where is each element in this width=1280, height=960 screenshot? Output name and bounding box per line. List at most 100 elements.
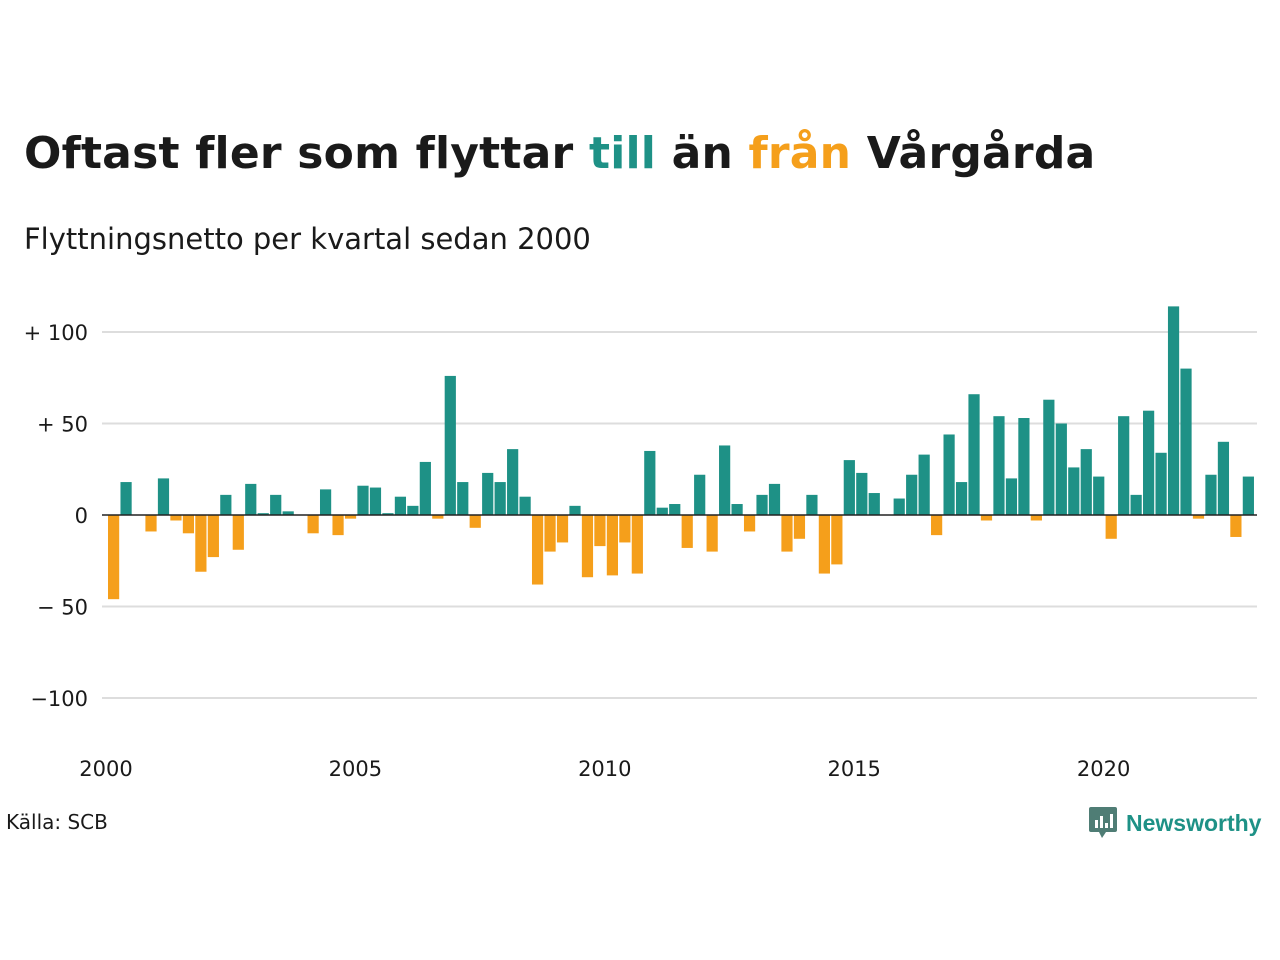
- bar: [544, 515, 556, 552]
- bar: [681, 515, 693, 548]
- bar: [918, 454, 930, 515]
- bar: [781, 515, 793, 552]
- bar: [818, 515, 830, 574]
- bar: [594, 515, 606, 547]
- title-part: Oftast fler som flyttar: [24, 128, 589, 179]
- bar: [207, 515, 219, 558]
- bars: [108, 306, 1254, 600]
- bar: [170, 515, 182, 521]
- bar: [419, 461, 431, 515]
- bar: [768, 483, 781, 515]
- newsworthy-logo: Newsworthy: [1088, 803, 1261, 843]
- bar: [157, 478, 170, 515]
- bar: [1143, 410, 1155, 515]
- bar: [1005, 478, 1018, 515]
- title-part: Vårgårda: [851, 128, 1096, 179]
- bar: [182, 515, 195, 534]
- bar: [556, 515, 569, 543]
- bar: [1230, 515, 1242, 537]
- bar: [332, 515, 344, 536]
- bar: [943, 434, 955, 515]
- bar: [195, 515, 207, 572]
- bar: [893, 498, 905, 515]
- bar: [706, 515, 718, 552]
- bar: [1180, 368, 1192, 515]
- bar: [494, 482, 506, 515]
- bar: [931, 515, 943, 536]
- chart-subtitle: Flyttningsnetto per kvartal sedan 2000: [24, 222, 591, 256]
- bar: [980, 515, 993, 521]
- y-tick-label: −100: [30, 687, 88, 711]
- bar: [1030, 515, 1042, 521]
- bar: [357, 485, 369, 515]
- bar: [1192, 515, 1205, 519]
- bar: [719, 445, 731, 515]
- newsworthy-logo-text: Newsworthy: [1126, 809, 1262, 836]
- source-note: Källa: SCB: [6, 810, 108, 834]
- y-tick-label: − 50: [37, 596, 88, 620]
- y-tick-label: + 50: [37, 413, 88, 437]
- bar: [1155, 452, 1167, 515]
- bar-chart: + 100 + 50 0 − 50 −100 2000 2005 2010 2015 2020: [24, 306, 1257, 781]
- bar: [519, 496, 531, 515]
- bar: [1043, 399, 1055, 515]
- bar: [432, 515, 444, 519]
- bar: [531, 515, 544, 585]
- bar: [1242, 476, 1254, 515]
- newsworthy-logo-icon: [1089, 807, 1117, 838]
- bar: [469, 515, 481, 528]
- bar: [1205, 474, 1217, 515]
- title-fran: från: [748, 128, 852, 179]
- bar: [731, 504, 743, 515]
- bar: [344, 515, 357, 519]
- bar: [581, 515, 594, 578]
- bar: [1080, 449, 1092, 515]
- bar: [407, 505, 419, 515]
- bar: [1105, 515, 1117, 539]
- bar: [1068, 467, 1080, 515]
- bar: [120, 482, 132, 515]
- bar: [843, 460, 855, 515]
- x-tick-label: 2015: [827, 757, 880, 781]
- bar: [793, 515, 806, 539]
- bar: [569, 505, 581, 515]
- y-axis-labels: + 100 + 50 0 − 50 −100: [24, 321, 88, 711]
- x-tick-label: 2005: [329, 757, 382, 781]
- bar: [245, 483, 257, 515]
- bar: [507, 449, 519, 515]
- bar: [631, 515, 643, 574]
- bar: [694, 474, 706, 515]
- bar: [257, 513, 269, 515]
- bar: [1093, 476, 1105, 515]
- x-tick-label: 2010: [578, 757, 631, 781]
- bar: [968, 394, 980, 515]
- bar: [831, 515, 843, 565]
- chart-title: Oftast fler som flyttar till än från Vår…: [24, 128, 1095, 179]
- bar: [282, 511, 294, 515]
- bar: [482, 472, 494, 515]
- bar: [307, 515, 319, 534]
- bar: [382, 513, 394, 515]
- bar: [270, 494, 282, 515]
- bar: [369, 487, 382, 515]
- bar: [856, 472, 868, 515]
- bar: [906, 474, 918, 515]
- title-part: än: [656, 128, 749, 179]
- bar: [1118, 416, 1130, 515]
- bar: [108, 515, 120, 600]
- bar: [868, 493, 880, 515]
- bar: [394, 496, 407, 515]
- bar: [1018, 418, 1030, 515]
- bar: [993, 416, 1005, 515]
- title-till: till: [588, 128, 657, 179]
- bar: [1167, 306, 1180, 515]
- bar: [806, 494, 818, 515]
- bar: [756, 494, 768, 515]
- bar: [220, 494, 232, 515]
- bar: [232, 515, 244, 550]
- x-axis-labels: 2000 2005 2010 2015 2020: [79, 757, 1130, 781]
- bar: [1217, 441, 1230, 515]
- bar: [1130, 494, 1142, 515]
- bar: [656, 507, 668, 515]
- bar: [1055, 423, 1067, 515]
